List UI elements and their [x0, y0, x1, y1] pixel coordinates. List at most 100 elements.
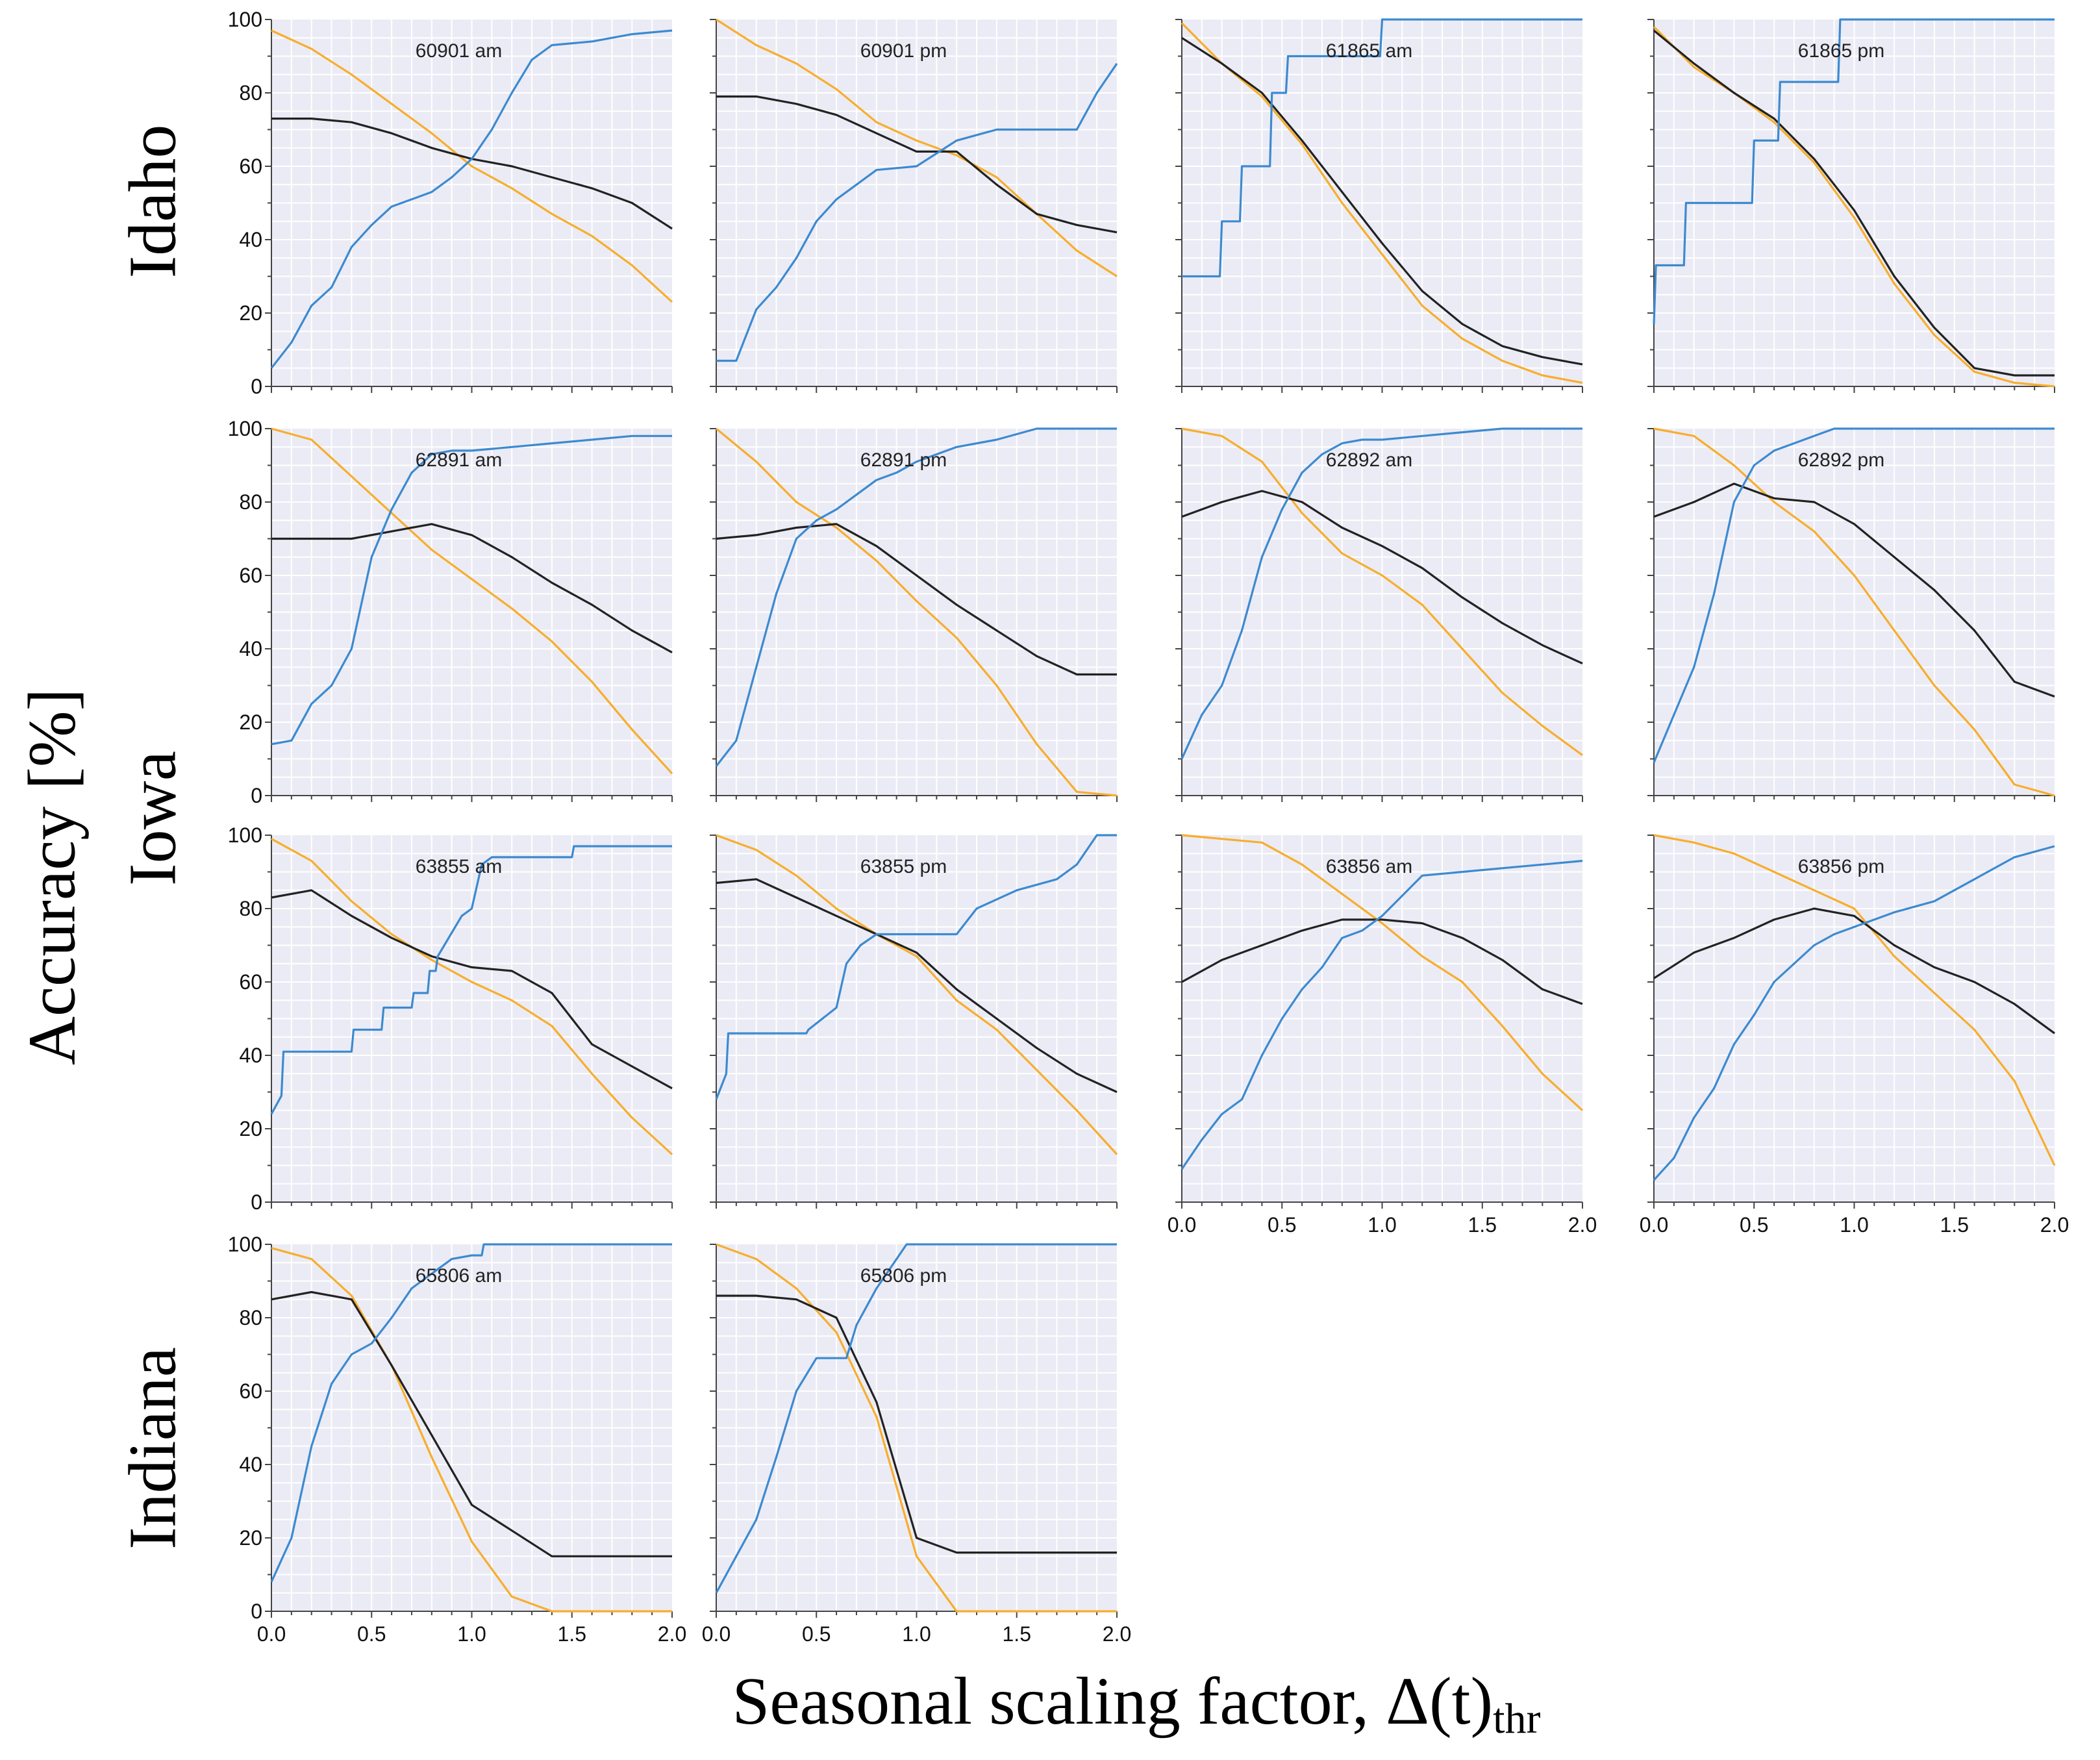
panel-title: 62892 pm	[1798, 449, 1884, 471]
panel-title: 61865 am	[1326, 40, 1412, 62]
x-tick-label: 2.0	[658, 1622, 686, 1646]
x-axis-label: Seasonal scaling factor, Δ(t)thr	[732, 1664, 1541, 1742]
x-tick-label: 2.0	[2040, 1213, 2069, 1237]
y-tick-label: 20	[239, 1117, 262, 1140]
x-tick-label: 1.5	[1940, 1213, 1969, 1237]
panel-title: 63856 pm	[1798, 856, 1884, 877]
series-line-blue	[1653, 18, 2055, 324]
x-tick-label: 1.5	[1003, 1622, 1031, 1646]
series-line-orange	[1653, 427, 2055, 797]
series-line-black	[716, 878, 1118, 1093]
series-line-orange	[716, 1243, 1117, 1613]
y-tick-label: 60	[239, 564, 262, 587]
series-line-orange	[1181, 834, 1584, 1111]
series-line-orange	[271, 29, 673, 303]
series-line-orange	[271, 838, 673, 1155]
series-line-blue	[271, 434, 672, 746]
x-tick-label: 1.0	[902, 1622, 931, 1646]
x-tick-label: 1.0	[1840, 1213, 1868, 1237]
series-line-orange	[271, 1247, 672, 1613]
y-tick-label: 20	[239, 710, 262, 734]
series-line-orange	[271, 427, 673, 775]
y-tick-label: 80	[239, 490, 262, 514]
series-line-black	[716, 1294, 1117, 1554]
y-tick-label: 40	[239, 637, 262, 660]
series-line-black	[716, 95, 1118, 234]
x-tick-label: 0.5	[1268, 1213, 1296, 1237]
series-line-black	[1653, 29, 2055, 377]
series-line-orange	[715, 427, 1118, 797]
x-tick-label: 0.5	[1740, 1213, 1768, 1237]
panel-62891-am: 0 20 40 60 80 100 62891 am	[228, 417, 673, 807]
panel-title: 63855 am	[416, 856, 502, 877]
y-tick-label: 100	[228, 8, 262, 31]
y-tick-label: 0	[251, 375, 262, 398]
panel-63856-pm: 0.0 0.5 1.0 1.5 2.0 63856 pm	[1640, 834, 2069, 1237]
y-tick-label: 60	[239, 970, 262, 994]
series-line-blue	[1182, 18, 1582, 278]
series-line-blue	[715, 1243, 1117, 1594]
panel-title: 62891 am	[416, 449, 502, 471]
y-tick-label: 0	[251, 784, 262, 807]
series-line-black	[1653, 907, 2055, 1035]
panel-60901-pm: 60901 pm	[710, 18, 1118, 393]
y-tick-label: 60	[239, 155, 262, 178]
x-tick-label: 1.0	[1368, 1213, 1396, 1237]
panel-65806-pm: 0.0 0.5 1.0 1.5 2.0 65806 pm	[702, 1243, 1131, 1646]
series-line-orange	[1181, 22, 1583, 384]
y-tick-label: 0	[251, 1600, 262, 1623]
y-tick-label: 20	[239, 301, 262, 325]
panel-title: 63856 am	[1326, 856, 1412, 877]
series-line-blue	[1181, 859, 1583, 1170]
y-tick-label: 100	[228, 823, 262, 847]
panel-62891-pm: 62891 pm	[710, 427, 1118, 802]
y-tick-label: 20	[239, 1526, 262, 1550]
panel-title: 60901 pm	[860, 40, 947, 62]
y-tick-label: 40	[239, 1044, 262, 1067]
series-line-black	[1181, 490, 1583, 665]
panel-63855-am: 0 20 40 60 80 100 63855 am	[228, 823, 673, 1214]
series-line-blue	[1653, 845, 2055, 1181]
series-line-blue	[716, 62, 1118, 362]
panel-60901-am: 0 20 40 60 80 100 60901 am	[228, 8, 673, 398]
y-tick-label: 100	[228, 417, 262, 440]
series-line-blue	[1653, 427, 2055, 763]
panel-title: 61865 pm	[1798, 40, 1884, 62]
series-line-orange	[1181, 427, 1583, 757]
x-tick-label: 0.0	[702, 1622, 731, 1646]
y-tick-label: 80	[239, 1306, 262, 1329]
series-line-blue	[715, 427, 1117, 767]
x-tick-label: 1.5	[1468, 1213, 1497, 1237]
panel-63855-pm: 63855 pm	[710, 834, 1118, 1209]
panel-62892-pm: 62892 pm	[1647, 427, 2055, 802]
panel-62892-am: 62892 am	[1175, 427, 1583, 802]
x-tick-label: 1.0	[457, 1622, 486, 1646]
panel-title: 65806 am	[416, 1265, 502, 1287]
x-tick-label: 2.0	[1103, 1622, 1131, 1646]
series-line-blue	[270, 845, 672, 1115]
x-tick-label: 0.5	[802, 1622, 831, 1646]
series-line-black	[271, 523, 673, 654]
series-line-black	[716, 523, 1117, 676]
panel-title: 65806 pm	[860, 1265, 947, 1287]
y-tick-label: 60	[239, 1379, 262, 1403]
y-tick-label: 40	[239, 1453, 262, 1476]
panel-title: 60901 am	[416, 40, 502, 62]
panel-63856-am: 0.0 0.5 1.0 1.5 2.0 63856 am	[1168, 834, 1597, 1237]
series-line-orange	[716, 18, 1118, 277]
series-line-blue	[1181, 427, 1582, 760]
y-tick-label: 80	[239, 897, 262, 920]
panel-title: 62891 pm	[860, 449, 947, 471]
series-line-blue	[270, 29, 673, 369]
series-line-black	[271, 889, 673, 1090]
panel-61865-pm: 61865 pm	[1647, 18, 2055, 393]
series-line-black	[1653, 483, 2055, 698]
series-line-black	[271, 1290, 672, 1557]
y-tick-label: 40	[239, 228, 262, 251]
y-tick-label: 80	[239, 81, 262, 105]
x-tick-label: 0.0	[1640, 1213, 1668, 1237]
y-tick-label: 0	[251, 1190, 262, 1214]
series-line-blue	[270, 1243, 672, 1583]
y-tick-label: 100	[228, 1233, 262, 1256]
